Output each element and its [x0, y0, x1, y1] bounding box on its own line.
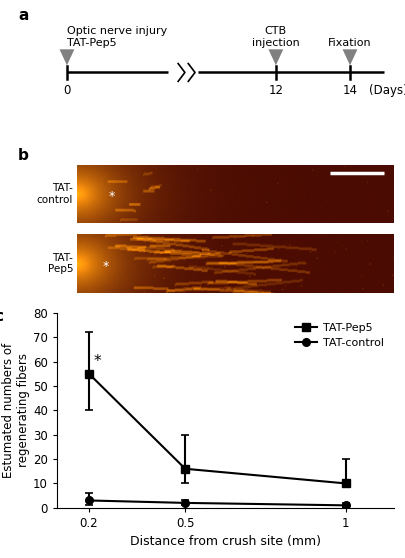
Text: Optic nerve injury
TAT-Pep5: Optic nerve injury TAT-Pep5 [67, 26, 167, 47]
Text: c: c [0, 309, 4, 324]
Polygon shape [342, 49, 356, 65]
Text: CTB
injection: CTB injection [252, 26, 299, 47]
Polygon shape [268, 49, 283, 65]
Text: 14: 14 [342, 84, 357, 97]
Text: *: * [109, 190, 115, 203]
Text: *: * [102, 260, 109, 273]
Legend: TAT-Pep5, TAT-control: TAT-Pep5, TAT-control [290, 319, 387, 353]
Text: Fixation: Fixation [327, 37, 371, 47]
Text: a: a [18, 8, 28, 23]
Y-axis label: Estumated numbers of
regenerating fibers: Estumated numbers of regenerating fibers [2, 343, 30, 478]
Text: 0: 0 [63, 84, 70, 97]
Text: TAT-
control: TAT- control [36, 183, 73, 205]
Text: TAT-
Pep5: TAT- Pep5 [47, 253, 73, 275]
X-axis label: Distance from crush site (mm): Distance from crush site (mm) [130, 535, 320, 549]
Text: b: b [18, 148, 29, 163]
Text: *: * [94, 354, 101, 369]
Text: (Days): (Days) [368, 84, 405, 97]
Polygon shape [60, 49, 74, 65]
Text: 12: 12 [268, 84, 283, 97]
